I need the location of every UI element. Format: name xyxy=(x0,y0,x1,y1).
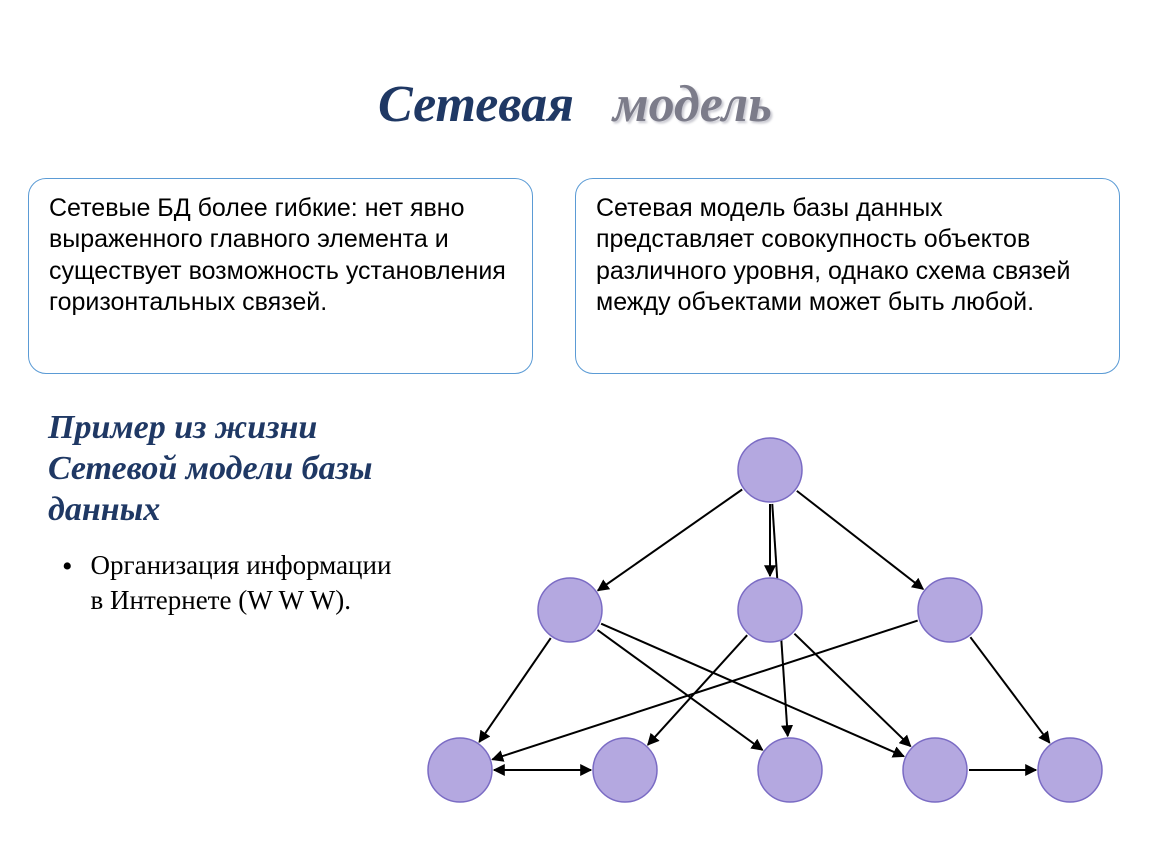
title-word-1: Сетевая xyxy=(378,76,574,133)
example-subtitle: Пример из жизни Сетевой модели базы данн… xyxy=(48,408,428,530)
node xyxy=(428,738,492,802)
node xyxy=(538,578,602,642)
info-box-left: Сетевые БД более гибкие: нет явно выраже… xyxy=(28,178,533,374)
bullet-item: • Организация информации в Интернете (W … xyxy=(62,548,392,618)
title-word-2: модель xyxy=(613,76,772,133)
node xyxy=(903,738,967,802)
slide-title: Сетевая модель xyxy=(0,75,1150,134)
bullet-dot-icon: • xyxy=(62,552,73,582)
edge xyxy=(598,489,742,590)
network-diagram xyxy=(390,410,1130,830)
edge xyxy=(601,624,904,757)
info-box-right: Сетевая модель базы данных представляет … xyxy=(575,178,1120,374)
edge xyxy=(794,634,910,747)
info-box-left-text: Сетевые БД более гибкие: нет явно выраже… xyxy=(49,194,506,316)
network-svg xyxy=(390,410,1130,830)
node xyxy=(738,578,802,642)
node xyxy=(593,738,657,802)
slide: Сетевая модель Сетевые БД более гибкие: … xyxy=(0,0,1150,864)
edge xyxy=(597,630,762,750)
edge xyxy=(797,491,923,589)
node xyxy=(758,738,822,802)
bullet-text: Организация информации в Интернете (W W … xyxy=(91,548,392,618)
node xyxy=(918,578,982,642)
edge xyxy=(479,638,550,742)
edge xyxy=(970,637,1049,743)
node xyxy=(738,438,802,502)
node xyxy=(1038,738,1102,802)
info-box-right-text: Сетевая модель базы данных представляет … xyxy=(596,194,1070,316)
